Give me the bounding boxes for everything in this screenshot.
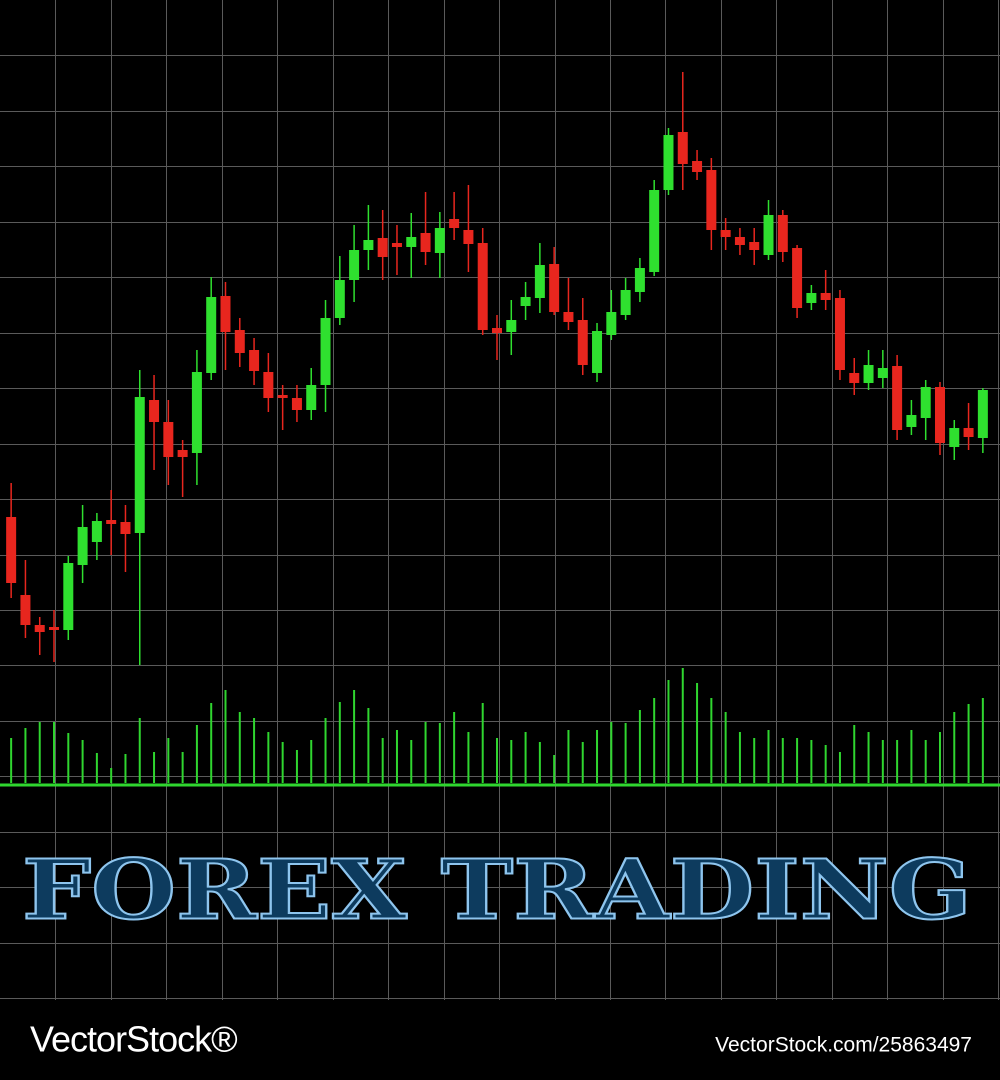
candle-body (620, 290, 631, 315)
candle-body (592, 331, 603, 373)
candle-body (320, 318, 331, 385)
candle-body (49, 627, 60, 630)
candle-body (134, 397, 145, 533)
candle-body (820, 293, 831, 300)
candle-body (663, 135, 674, 190)
candle-body (934, 387, 945, 443)
candle-body (977, 390, 988, 438)
candle-body (20, 595, 31, 625)
candle-body (420, 233, 431, 252)
candle-body (834, 298, 845, 370)
candle-body (306, 385, 317, 410)
candle-body (477, 243, 488, 330)
candle-body (391, 243, 402, 247)
candle-body (206, 297, 217, 373)
candle-body (106, 520, 117, 524)
candle-body (677, 132, 688, 164)
candle-body (34, 625, 45, 632)
candle-body (277, 395, 288, 398)
candle-body (291, 398, 302, 410)
candle-body (377, 238, 388, 257)
candle-body (6, 517, 17, 583)
candle-body (777, 215, 788, 252)
candle-body (577, 320, 588, 365)
candle-body (877, 368, 888, 378)
candle-body (177, 450, 188, 457)
candle-body (492, 328, 502, 333)
candle-body (63, 563, 74, 630)
candle-body (149, 400, 160, 422)
candle-body (749, 242, 760, 250)
candle-body (506, 320, 517, 332)
candle-body (606, 312, 617, 335)
candle-body (863, 365, 874, 383)
candle-body (963, 428, 974, 437)
candle-body (634, 268, 645, 292)
candle-body (720, 230, 731, 237)
candle-body (91, 521, 102, 542)
candle-body (520, 297, 531, 306)
candle-body (892, 366, 903, 430)
candle-body (434, 228, 445, 253)
grid (0, 0, 1000, 1000)
watermark-brand: VectorStock® (30, 1019, 237, 1060)
plot (6, 72, 988, 783)
candle-body (191, 372, 202, 453)
candle-body (406, 237, 417, 247)
candle-body (806, 293, 817, 303)
candle-body (234, 330, 245, 353)
candle-body (363, 240, 374, 250)
candle-body (463, 230, 474, 244)
candle-body (563, 312, 574, 322)
candle-body (906, 415, 917, 427)
candle-body (263, 372, 274, 398)
candle-body (249, 350, 260, 371)
candle-body (920, 387, 931, 418)
watermark-bar (0, 1000, 1000, 1080)
chart-title: FOREX TRADING (22, 842, 972, 938)
candle-body (649, 190, 660, 272)
candle-body (449, 219, 460, 228)
candle-body (734, 237, 745, 245)
candle-body (534, 265, 545, 298)
candle-body (220, 296, 231, 332)
candle-body (549, 264, 560, 312)
candle-body (849, 373, 860, 383)
candle-body (763, 215, 774, 255)
watermark-url: VectorStock.com/25863497 (715, 1034, 972, 1057)
candle-body (120, 522, 131, 534)
candle-body (706, 170, 717, 230)
candle-body (792, 248, 803, 308)
candle-body (349, 250, 360, 280)
candle-body (77, 527, 88, 565)
candle-body (949, 428, 960, 447)
candle-body (163, 422, 174, 457)
candle-body (334, 280, 345, 318)
candle-body (692, 161, 703, 172)
